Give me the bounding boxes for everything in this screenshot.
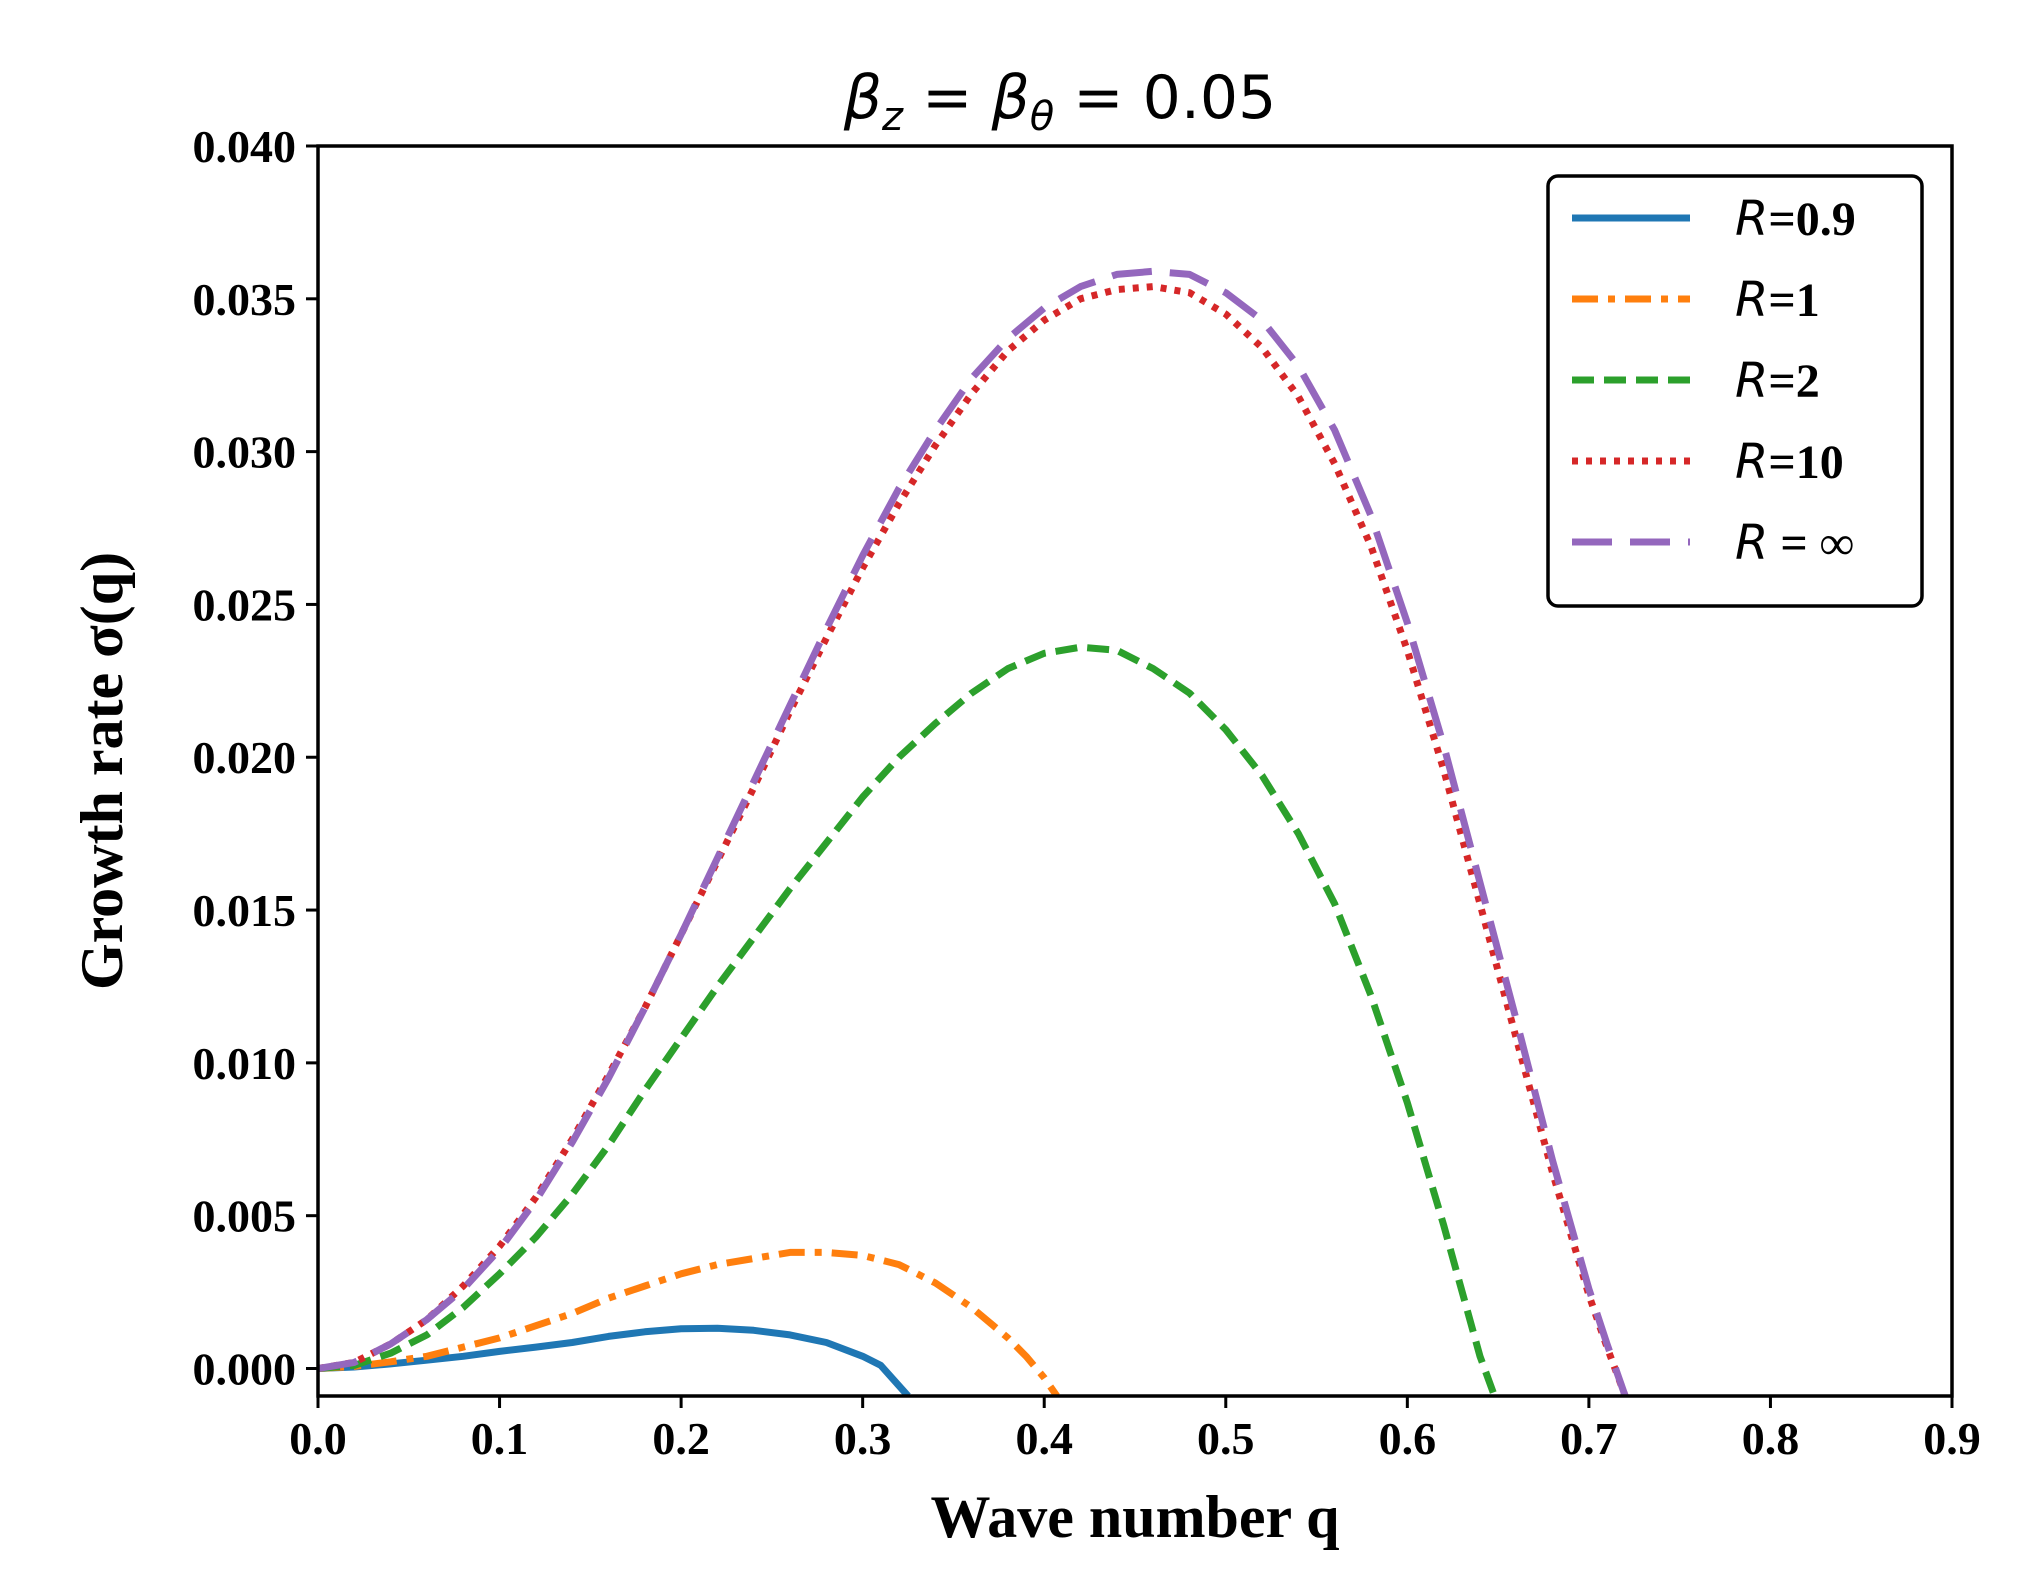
y-tick-label: 0.005 — [193, 1191, 297, 1242]
x-tick-label: 0.1 — [471, 1413, 529, 1464]
y-tick-label: 0.035 — [193, 274, 297, 325]
y-tick-label: 0.030 — [193, 427, 297, 478]
x-tick-label: 0.0 — [289, 1413, 347, 1464]
x-tick-label: 0.2 — [652, 1413, 710, 1464]
x-tick-label: 0.3 — [834, 1413, 892, 1464]
y-tick-label: 0.010 — [193, 1038, 297, 1089]
chart-title: βz = βθ = 0.05 — [843, 63, 1277, 140]
legend-label-4: R=10 — [1735, 434, 1844, 490]
legend-label-1: R=0.9 — [1735, 191, 1856, 247]
y-tick-label: 0.015 — [193, 885, 297, 936]
x-tick-label: 0.9 — [1923, 1413, 1981, 1464]
y-tick-label: 0.025 — [193, 579, 297, 630]
x-axis-title: Wave number q — [931, 1484, 1340, 1550]
x-tick-label: 0.4 — [1015, 1413, 1073, 1464]
growth-rate-chart: βz = βθ = 0.05 0.0 0.1 0.2 0.3 0.4 0.5 0.6 0.7 0… — [0, 0, 2043, 1584]
legend: R=0.9 R=1 R=2 R=10 R = ∞ — [1548, 176, 1922, 606]
y-tick-label: 0.020 — [193, 732, 297, 783]
series-line-5 — [318, 271, 1625, 1396]
x-tick-label: 0.8 — [1742, 1413, 1800, 1464]
legend-label-3: R=2 — [1735, 353, 1820, 409]
series-line-1 — [318, 1328, 908, 1396]
legend-label-2: R=1 — [1735, 272, 1820, 328]
series-layer — [318, 271, 1625, 1396]
y-axis-title: Growth rate σ(q) — [69, 552, 135, 990]
x-tick-label: 0.5 — [1197, 1413, 1255, 1464]
x-tick-label: 0.7 — [1560, 1413, 1618, 1464]
series-line-3 — [318, 647, 1495, 1396]
x-tick-label: 0.6 — [1379, 1413, 1437, 1464]
y-tick-label: 0.000 — [193, 1343, 297, 1394]
legend-label-5: R = ∞ — [1735, 515, 1854, 571]
series-line-2 — [318, 1252, 1057, 1396]
y-tick-label: 0.040 — [193, 121, 297, 172]
